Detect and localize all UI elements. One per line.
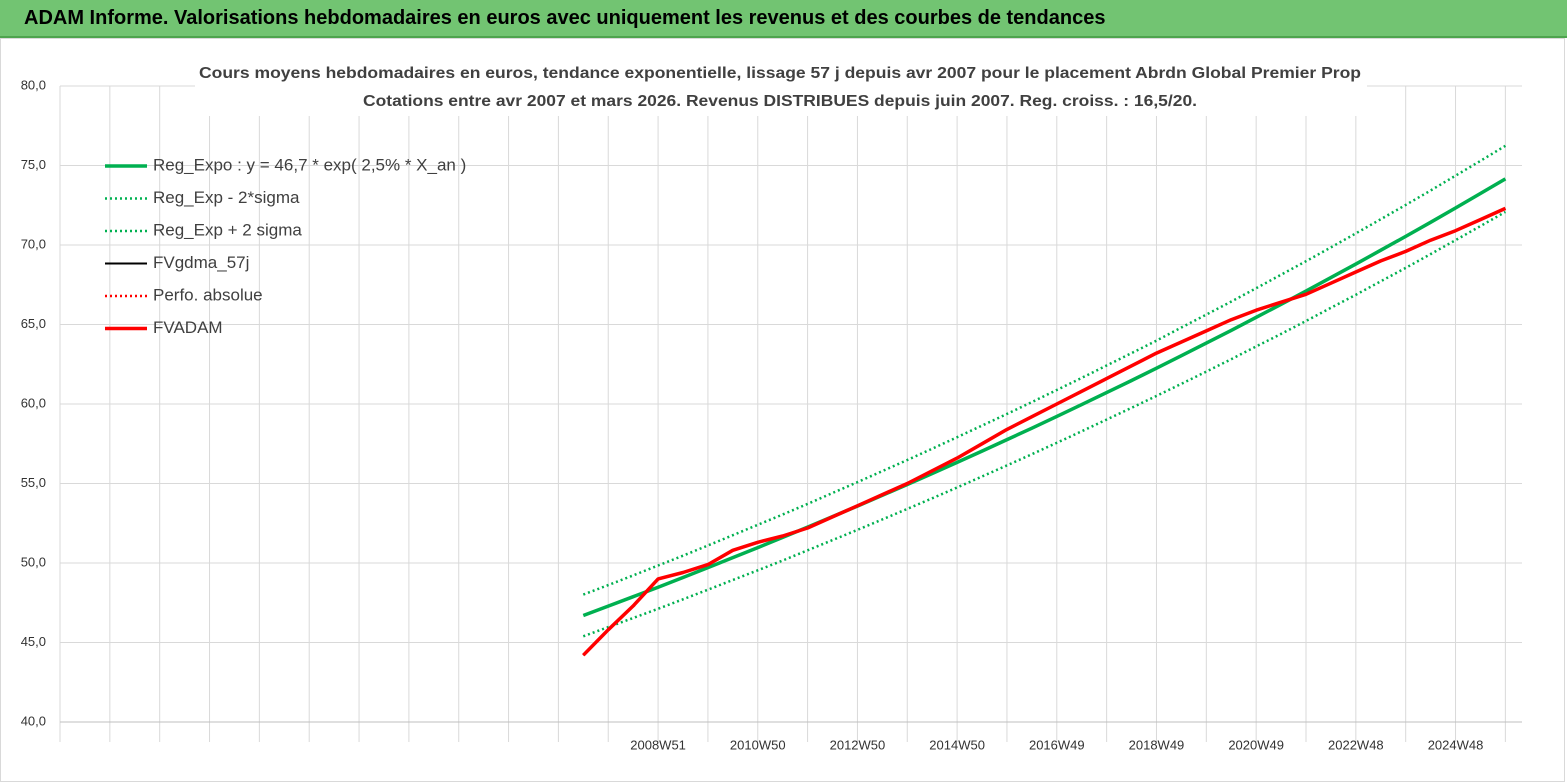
legend-label: FVgdma_57j (153, 253, 249, 272)
y-tick-label: 80,0 (21, 77, 46, 92)
x-tick-label: 2020W49 (1228, 737, 1284, 752)
header-bar: ADAM Informe. Valorisations hebdomadaire… (0, 0, 1567, 38)
series-line (582, 206, 1507, 657)
chart-subtitle: Cotations entre avr 2007 et mars 2026. R… (363, 93, 1197, 110)
x-tick-label: 2024W48 (1428, 737, 1484, 752)
y-tick-label: 50,0 (21, 554, 46, 569)
y-tick-label: 60,0 (21, 395, 46, 410)
series-line (582, 144, 1507, 596)
x-tick-label: 2018W49 (1129, 737, 1185, 752)
chart-area (0, 38, 1565, 782)
title-bg (195, 60, 1367, 116)
x-tick-label: 2010W50 (730, 737, 786, 752)
chart: 40,0 45,0 50,0 55,0 60,0 65,0 70,0 75,0 80,0 2008… (0, 38, 1565, 782)
header-title: ADAM Informe. Valorisations hebdomadaire… (24, 7, 1106, 29)
x-tick-label: 2008W51 (630, 737, 686, 752)
y-tick-label: 55,0 (21, 475, 46, 490)
x-tick-label: 2022W48 (1328, 737, 1384, 752)
x-tick-label: 2014W50 (929, 737, 985, 752)
chart-title: Cours moyens hebdomadaires en euros, ten… (199, 65, 1361, 82)
legend-label: FVADAM (153, 318, 223, 337)
legend-label: Reg_Exp - 2*sigma (153, 188, 300, 207)
y-tick-label: 75,0 (21, 157, 46, 172)
y-tick-label: 65,0 (21, 316, 46, 331)
legend-label: Reg_Exp + 2 sigma (153, 220, 302, 239)
x-tick-label: 2016W49 (1029, 737, 1085, 752)
x-tick-label: 2012W50 (830, 737, 886, 752)
y-tick-label: 45,0 (21, 634, 46, 649)
y-tick-label: 70,0 (21, 236, 46, 251)
y-tick-label: 40,0 (21, 713, 46, 728)
legend-label: Perfo. absolue (153, 285, 263, 304)
series-line (582, 210, 1507, 638)
series-line (582, 177, 1507, 618)
legend-label: Reg_Expo : y = 46,7 * exp( 2,5% * X_an ) (153, 155, 466, 174)
